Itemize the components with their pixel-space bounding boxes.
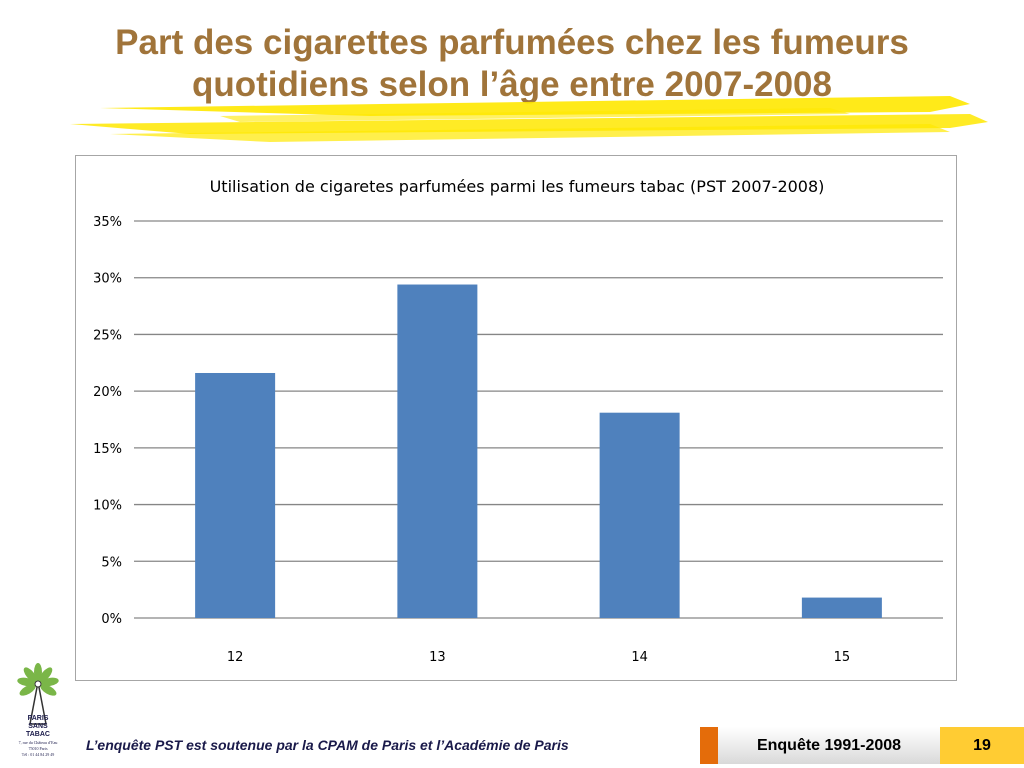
- footer-accent: [700, 727, 718, 764]
- slide-title: Part des cigarettes parfumées chez les f…: [115, 23, 909, 104]
- footer-bar: Enquête 1991-2008 19: [700, 727, 1024, 764]
- footer-credit: L’enquête PST est soutenue par la CPAM d…: [86, 737, 569, 753]
- bar-13: [397, 284, 478, 618]
- x-tick-label: 12: [227, 650, 244, 665]
- bar-chart: Utilisation de cigaretes parfumées parmi…: [93, 177, 943, 665]
- paris-sans-tabac-logo: PARIS SANS TABAC 7, rue du Château d’Eau…: [17, 663, 59, 757]
- y-tick-label: 5%: [101, 555, 122, 570]
- chart-frame: Utilisation de cigaretes parfumées parmi…: [75, 155, 957, 681]
- page-number: 19: [940, 727, 1024, 764]
- y-tick-label: 10%: [93, 499, 122, 514]
- y-tick-label: 20%: [93, 385, 122, 400]
- x-tick-label: 15: [834, 650, 851, 665]
- bars: [195, 284, 882, 618]
- svg-text:PARIS: PARIS: [28, 715, 49, 722]
- y-tick-label: 30%: [93, 272, 122, 287]
- chart-title: Utilisation de cigaretes parfumées parmi…: [210, 177, 825, 196]
- svg-text:7, rue du Château d’Eau: 7, rue du Château d’Eau: [19, 740, 58, 746]
- y-tick-label: 15%: [93, 442, 122, 457]
- highlight-brush-decoration: [70, 96, 988, 142]
- svg-text:Tél : 01 44 84 29 49: Tél : 01 44 84 29 49: [22, 752, 54, 757]
- svg-text:75010 Paris: 75010 Paris: [29, 746, 48, 751]
- bar-14: [599, 412, 680, 618]
- bar-12: [195, 372, 276, 618]
- x-tick-label: 14: [631, 650, 648, 665]
- x-tick-label: 13: [429, 650, 446, 665]
- survey-label: Enquête 1991-2008: [718, 727, 940, 764]
- y-tick-label: 35%: [93, 215, 122, 230]
- svg-text:SANS: SANS: [28, 723, 48, 730]
- x-axis-ticks: 12 13 14 15: [227, 650, 850, 665]
- y-tick-label: 0%: [101, 612, 122, 627]
- svg-text:TABAC: TABAC: [26, 731, 50, 738]
- y-tick-label: 25%: [93, 328, 122, 343]
- y-axis-ticks: 0% 5% 10% 15% 20% 25% 30% 35%: [93, 215, 122, 627]
- bar-15: [801, 597, 882, 618]
